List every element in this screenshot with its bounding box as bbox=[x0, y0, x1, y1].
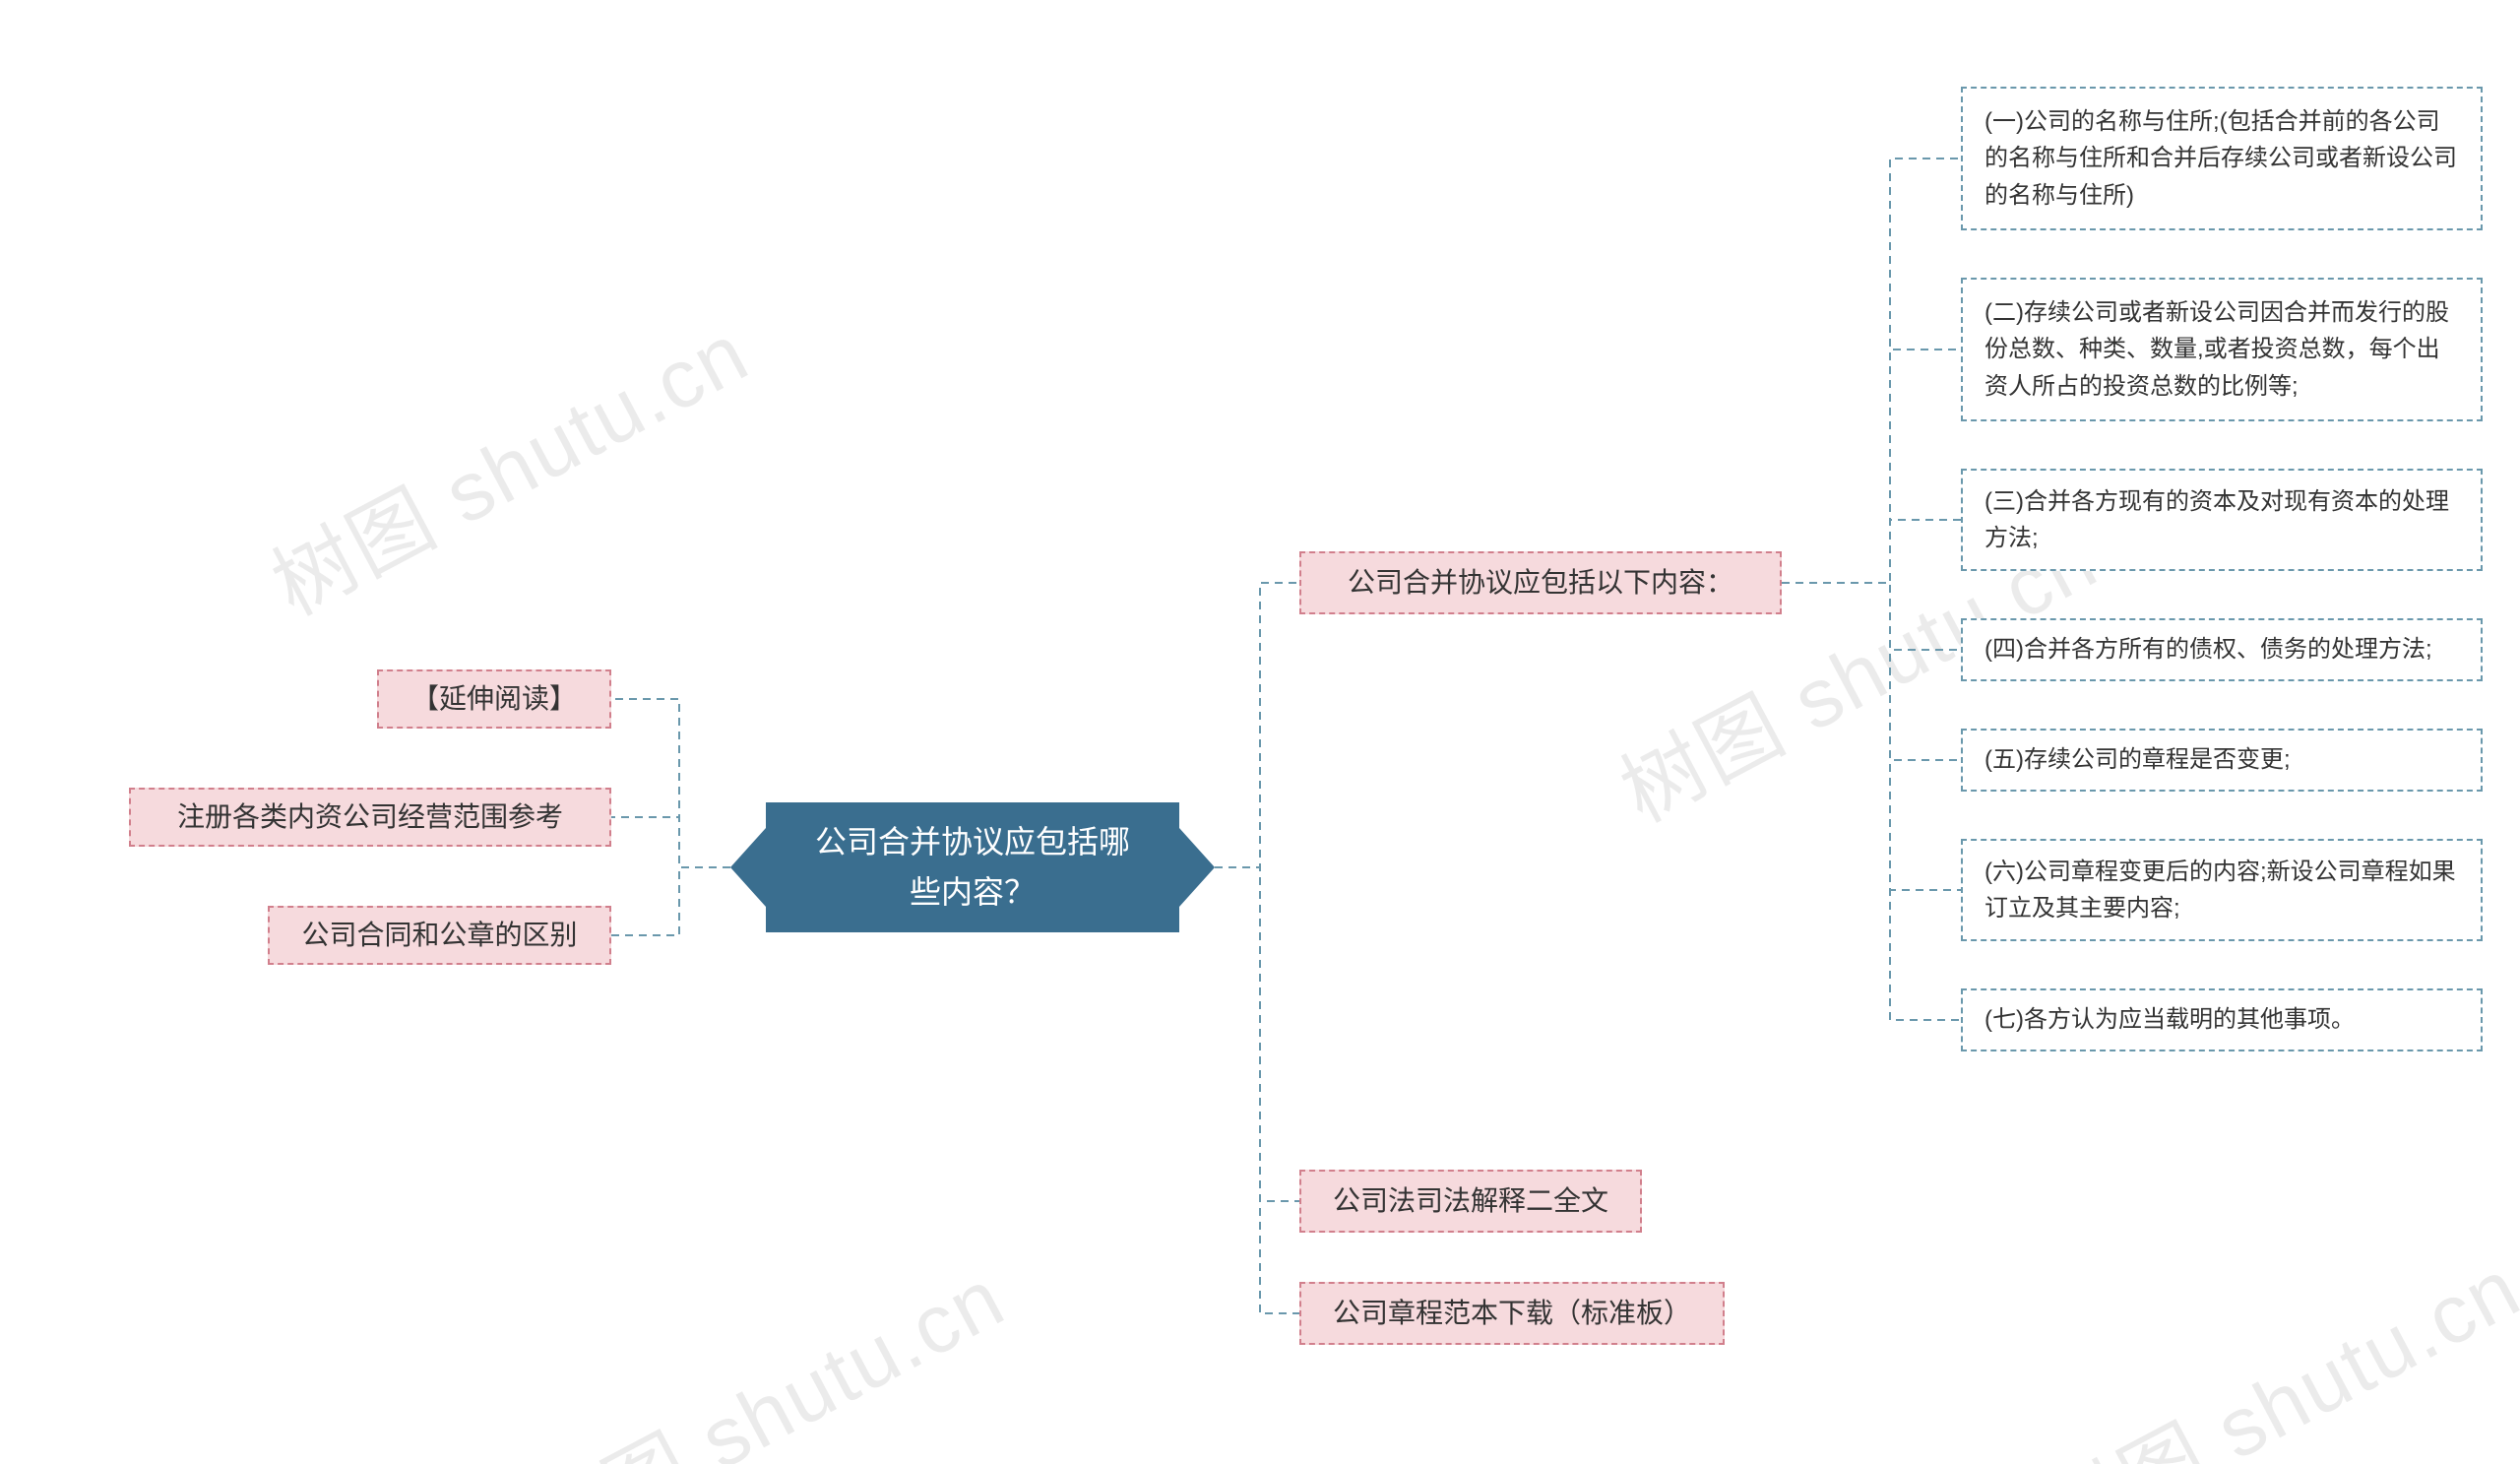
leaf-item-6[interactable]: (六)公司章程变更后的内容;新设公司章程如果订立及其主要内容; bbox=[1961, 839, 2483, 941]
left-branch-scope[interactable]: 注册各类内资公司经营范围参考 bbox=[129, 788, 611, 847]
right-branch-charter[interactable]: 公司章程范本下载（标准板） bbox=[1299, 1282, 1725, 1345]
watermark: 树图 shutu.cn bbox=[249, 287, 767, 638]
leaf-item-5[interactable]: (五)存续公司的章程是否变更; bbox=[1961, 729, 2483, 792]
mindmap-canvas: 树图 shutu.cn 树图 shutu.cn 树图 shutu.cn 树图 s… bbox=[0, 0, 2520, 1464]
leaf-item-7[interactable]: (七)各方认为应当载明的其他事项。 bbox=[1961, 988, 2483, 1051]
leaf-item-3[interactable]: (三)合并各方现有的资本及对现有资本的处理方法; bbox=[1961, 469, 2483, 571]
watermark: 树图 shutu.cn bbox=[2021, 1223, 2520, 1464]
leaf-item-1[interactable]: (一)公司的名称与住所;(包括合并前的各公司的名称与住所和合并后存续公司或者新设… bbox=[1961, 87, 2483, 230]
right-branch-law[interactable]: 公司法司法解释二全文 bbox=[1299, 1170, 1642, 1233]
watermark: 树图 shutu.cn bbox=[505, 1233, 1023, 1464]
left-branch-seal-diff[interactable]: 公司合同和公章的区别 bbox=[268, 906, 611, 965]
left-branch-reading[interactable]: 【延伸阅读】 bbox=[377, 669, 611, 729]
leaf-item-4[interactable]: (四)合并各方所有的债权、债务的处理方法; bbox=[1961, 618, 2483, 681]
root-node[interactable]: 公司合并协议应包括哪些内容？ bbox=[766, 802, 1179, 932]
root-arrow-right bbox=[1179, 828, 1215, 907]
root-arrow-left bbox=[730, 828, 766, 907]
leaf-item-2[interactable]: (二)存续公司或者新设公司因合并而发行的股份总数、种类、数量,或者投资总数，每个… bbox=[1961, 278, 2483, 421]
right-branch-contents[interactable]: 公司合并协议应包括以下内容： bbox=[1299, 551, 1782, 614]
